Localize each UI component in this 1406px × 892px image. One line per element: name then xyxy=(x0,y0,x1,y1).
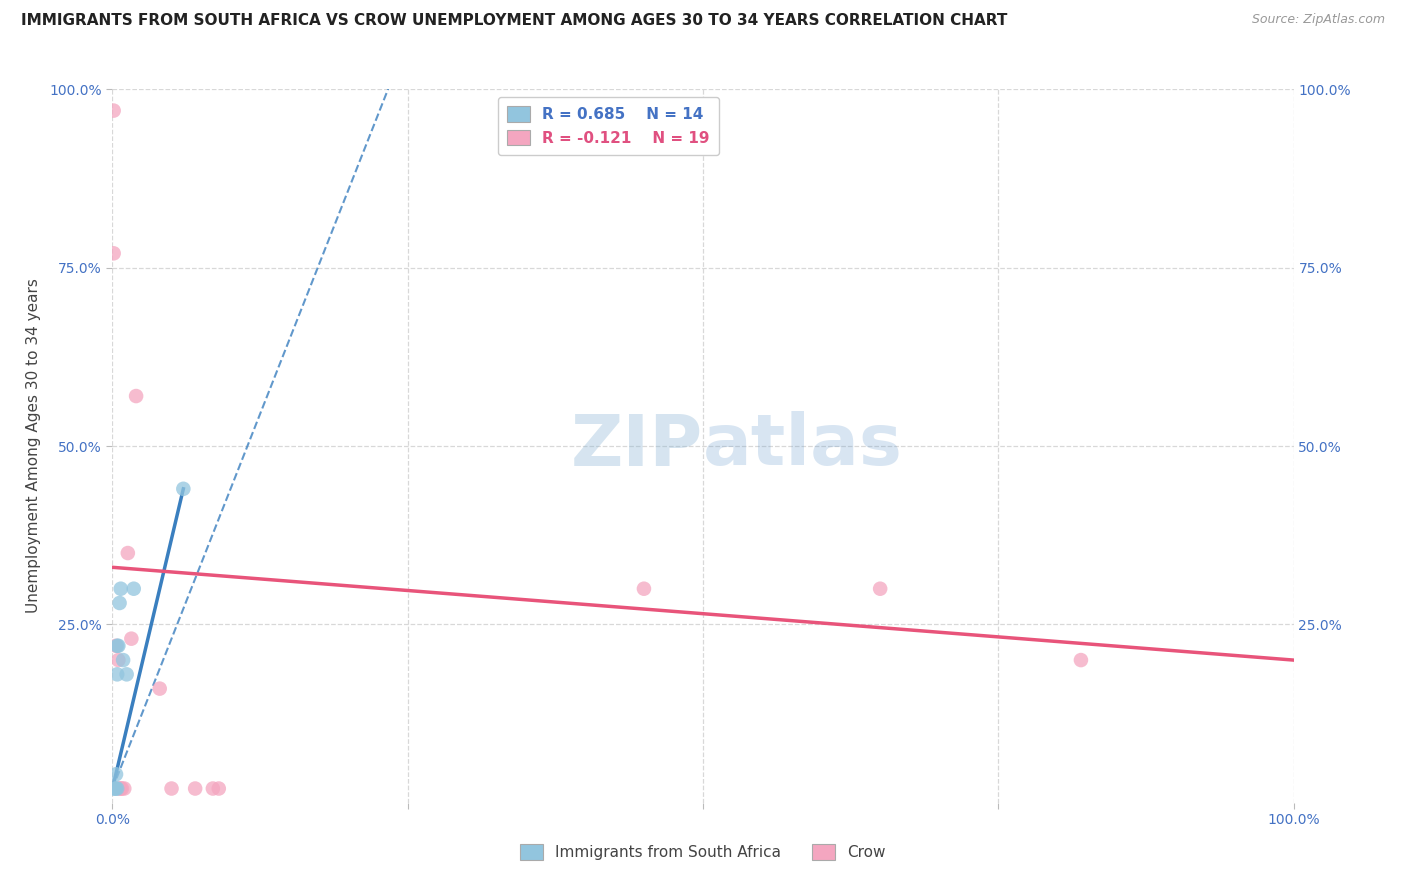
Point xyxy=(201,781,224,796)
Point xyxy=(112,653,135,667)
Point xyxy=(107,639,129,653)
Point xyxy=(110,781,132,796)
Point xyxy=(172,482,194,496)
Point xyxy=(103,246,125,260)
Point xyxy=(105,639,128,653)
Point xyxy=(107,653,129,667)
Point xyxy=(105,639,128,653)
Point xyxy=(105,781,128,796)
Point xyxy=(120,632,142,646)
Y-axis label: Unemployment Among Ages 30 to 34 years: Unemployment Among Ages 30 to 34 years xyxy=(27,278,41,614)
Point xyxy=(149,681,172,696)
Point xyxy=(125,389,148,403)
Point xyxy=(105,781,128,796)
Point xyxy=(108,781,131,796)
Point xyxy=(103,781,125,796)
Point xyxy=(103,103,125,118)
Point xyxy=(110,582,132,596)
Point xyxy=(208,781,231,796)
Legend: Immigrants from South Africa, Crow: Immigrants from South Africa, Crow xyxy=(515,838,891,866)
Point xyxy=(1070,653,1092,667)
Point xyxy=(117,546,139,560)
Point xyxy=(105,667,128,681)
Point xyxy=(115,667,138,681)
Point xyxy=(160,781,183,796)
Point xyxy=(869,582,891,596)
Text: Source: ZipAtlas.com: Source: ZipAtlas.com xyxy=(1251,13,1385,27)
Point xyxy=(108,596,131,610)
Point xyxy=(112,781,135,796)
Text: atlas: atlas xyxy=(703,411,903,481)
Text: ZIP: ZIP xyxy=(571,411,703,481)
Point xyxy=(633,582,655,596)
Point xyxy=(122,582,145,596)
Point xyxy=(104,781,127,796)
Point xyxy=(105,767,128,781)
Text: IMMIGRANTS FROM SOUTH AFRICA VS CROW UNEMPLOYMENT AMONG AGES 30 TO 34 YEARS CORR: IMMIGRANTS FROM SOUTH AFRICA VS CROW UNE… xyxy=(21,13,1008,29)
Point xyxy=(184,781,207,796)
Point xyxy=(111,781,134,796)
